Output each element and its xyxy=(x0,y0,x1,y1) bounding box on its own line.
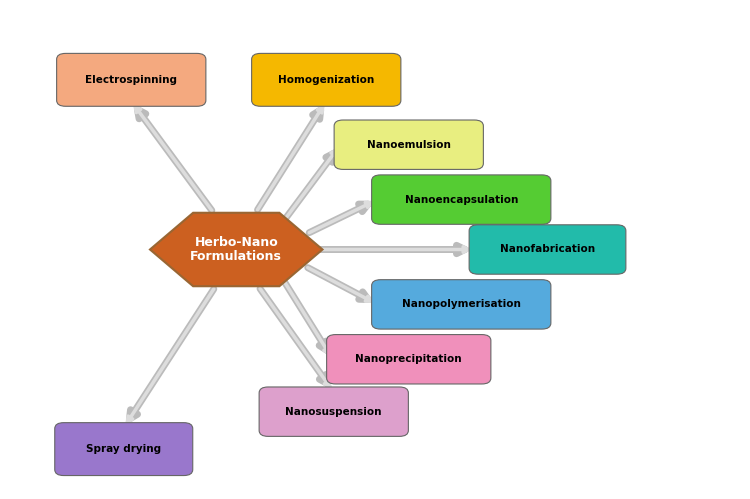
FancyBboxPatch shape xyxy=(470,225,626,274)
Text: Homogenization: Homogenization xyxy=(278,75,374,85)
FancyBboxPatch shape xyxy=(57,53,206,106)
Text: Nanoencapsulation: Nanoencapsulation xyxy=(404,195,518,205)
Text: Nanoemulsion: Nanoemulsion xyxy=(367,140,451,150)
FancyBboxPatch shape xyxy=(371,175,550,225)
FancyBboxPatch shape xyxy=(260,387,408,436)
FancyBboxPatch shape xyxy=(55,423,193,476)
Text: Nanosuspension: Nanosuspension xyxy=(286,407,382,417)
Text: Nanoprecipitation: Nanoprecipitation xyxy=(356,354,462,364)
FancyBboxPatch shape xyxy=(334,120,483,170)
Text: Electrospinning: Electrospinning xyxy=(86,75,177,85)
FancyBboxPatch shape xyxy=(252,53,400,106)
Text: Nanopolymerisation: Nanopolymerisation xyxy=(402,299,520,309)
FancyBboxPatch shape xyxy=(327,335,490,384)
Polygon shape xyxy=(150,213,322,286)
FancyBboxPatch shape xyxy=(371,279,550,329)
Text: Nanofabrication: Nanofabrication xyxy=(500,245,595,254)
Text: Herbo-Nano
Formulations: Herbo-Nano Formulations xyxy=(190,236,282,263)
Text: Spray drying: Spray drying xyxy=(86,444,161,454)
